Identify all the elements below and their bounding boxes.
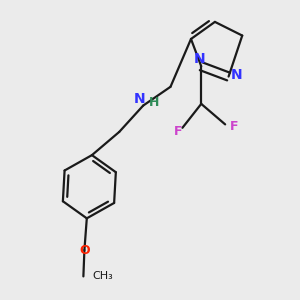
- Text: CH₃: CH₃: [92, 272, 113, 281]
- Text: N: N: [134, 92, 146, 106]
- Text: F: F: [174, 125, 183, 138]
- Text: N: N: [194, 52, 205, 67]
- Text: O: O: [79, 244, 90, 256]
- Text: H: H: [149, 96, 159, 109]
- Text: F: F: [230, 120, 238, 133]
- Text: N: N: [230, 68, 242, 82]
